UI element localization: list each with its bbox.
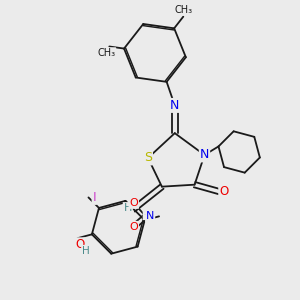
Text: O: O [219, 185, 228, 198]
Text: N: N [170, 99, 179, 112]
Text: +: + [143, 210, 151, 219]
Text: H: H [82, 246, 90, 256]
Text: CH₃: CH₃ [97, 48, 116, 58]
Text: O: O [129, 198, 138, 208]
Text: O: O [75, 238, 85, 251]
Text: I: I [93, 191, 96, 204]
Text: N: N [146, 212, 154, 221]
Text: H: H [124, 203, 132, 213]
Text: O: O [129, 222, 138, 232]
Text: CH₃: CH₃ [174, 5, 192, 15]
Text: N: N [200, 148, 209, 161]
Text: S: S [144, 152, 152, 164]
